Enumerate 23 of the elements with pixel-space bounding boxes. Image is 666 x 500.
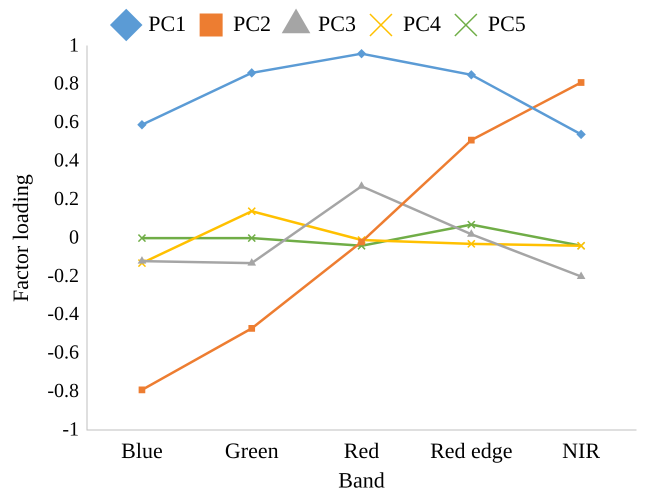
y-tick-label: -0.6 bbox=[47, 342, 80, 364]
y-tick-label: 0 bbox=[69, 226, 80, 248]
legend-label: PC3 bbox=[318, 10, 356, 36]
x-tick-label: Red edge bbox=[430, 438, 513, 464]
legend-label: PC4 bbox=[402, 10, 441, 36]
y-tick-label: 0.8 bbox=[54, 72, 80, 95]
x-tick-label: Blue bbox=[121, 438, 163, 464]
y-axis-title: Factor loading bbox=[8, 174, 33, 302]
legend-label: PC1 bbox=[148, 10, 186, 36]
y-tick-label: 0.4 bbox=[54, 150, 80, 172]
x-tick-label: Green bbox=[224, 438, 279, 464]
y-tick-label: -0.2 bbox=[47, 264, 80, 287]
y-tick-label: -0.8 bbox=[47, 380, 80, 402]
y-tick-label: -1 bbox=[62, 418, 80, 440]
y-tick-label: -0.4 bbox=[47, 303, 80, 326]
x-axis-title: Band bbox=[338, 468, 385, 493]
y-tick-label: 0.6 bbox=[54, 111, 80, 134]
y-tick-label: 0.2 bbox=[54, 188, 80, 210]
x-tick-label: Red bbox=[344, 438, 380, 464]
x-tick-label: NIR bbox=[562, 438, 600, 464]
legend-label: PC5 bbox=[488, 10, 526, 36]
legend-label: PC2 bbox=[233, 10, 272, 36]
y-tick-label: 1 bbox=[69, 34, 80, 56]
